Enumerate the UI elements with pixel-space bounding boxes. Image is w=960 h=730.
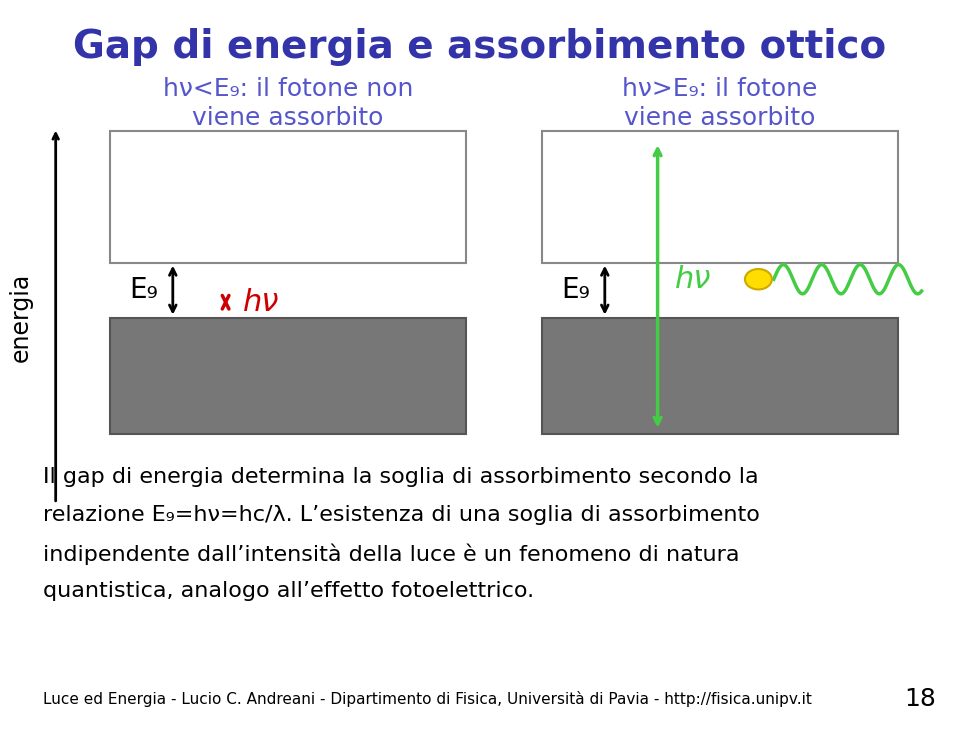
Text: quantistica, analogo all’effetto fotoelettrico.: quantistica, analogo all’effetto fotoele… (43, 581, 535, 601)
Bar (542, 318, 898, 434)
Text: indipendente dall’intensità della luce è un fenomeno di natura: indipendente dall’intensità della luce è… (43, 543, 740, 564)
Text: energia: energia (9, 273, 33, 362)
Text: 18: 18 (904, 688, 936, 711)
Text: relazione E₉=hν=hc/λ. L’esistenza di una soglia di assorbimento: relazione E₉=hν=hc/λ. L’esistenza di una… (43, 505, 760, 525)
Text: hν: hν (675, 265, 711, 293)
Bar (110, 318, 466, 434)
Text: E₉: E₉ (562, 276, 590, 304)
Text: E₉: E₉ (130, 276, 158, 304)
Text: hν: hν (243, 288, 279, 317)
Text: Gap di energia e assorbimento ottico: Gap di energia e assorbimento ottico (73, 28, 887, 66)
Text: viene assorbito: viene assorbito (624, 106, 816, 130)
Circle shape (745, 269, 772, 290)
Bar (110, 131, 466, 263)
Text: hν<E₉: il fotone non: hν<E₉: il fotone non (163, 77, 413, 101)
Text: Luce ed Energia - Lucio C. Andreani - Dipartimento di Fisica, Università di Pavi: Luce ed Energia - Lucio C. Andreani - Di… (43, 691, 812, 707)
Text: hν>E₉: il fotone: hν>E₉: il fotone (622, 77, 818, 101)
Bar (542, 131, 898, 263)
Text: viene assorbito: viene assorbito (192, 106, 384, 130)
Text: Il gap di energia determina la soglia di assorbimento secondo la: Il gap di energia determina la soglia di… (43, 467, 758, 487)
